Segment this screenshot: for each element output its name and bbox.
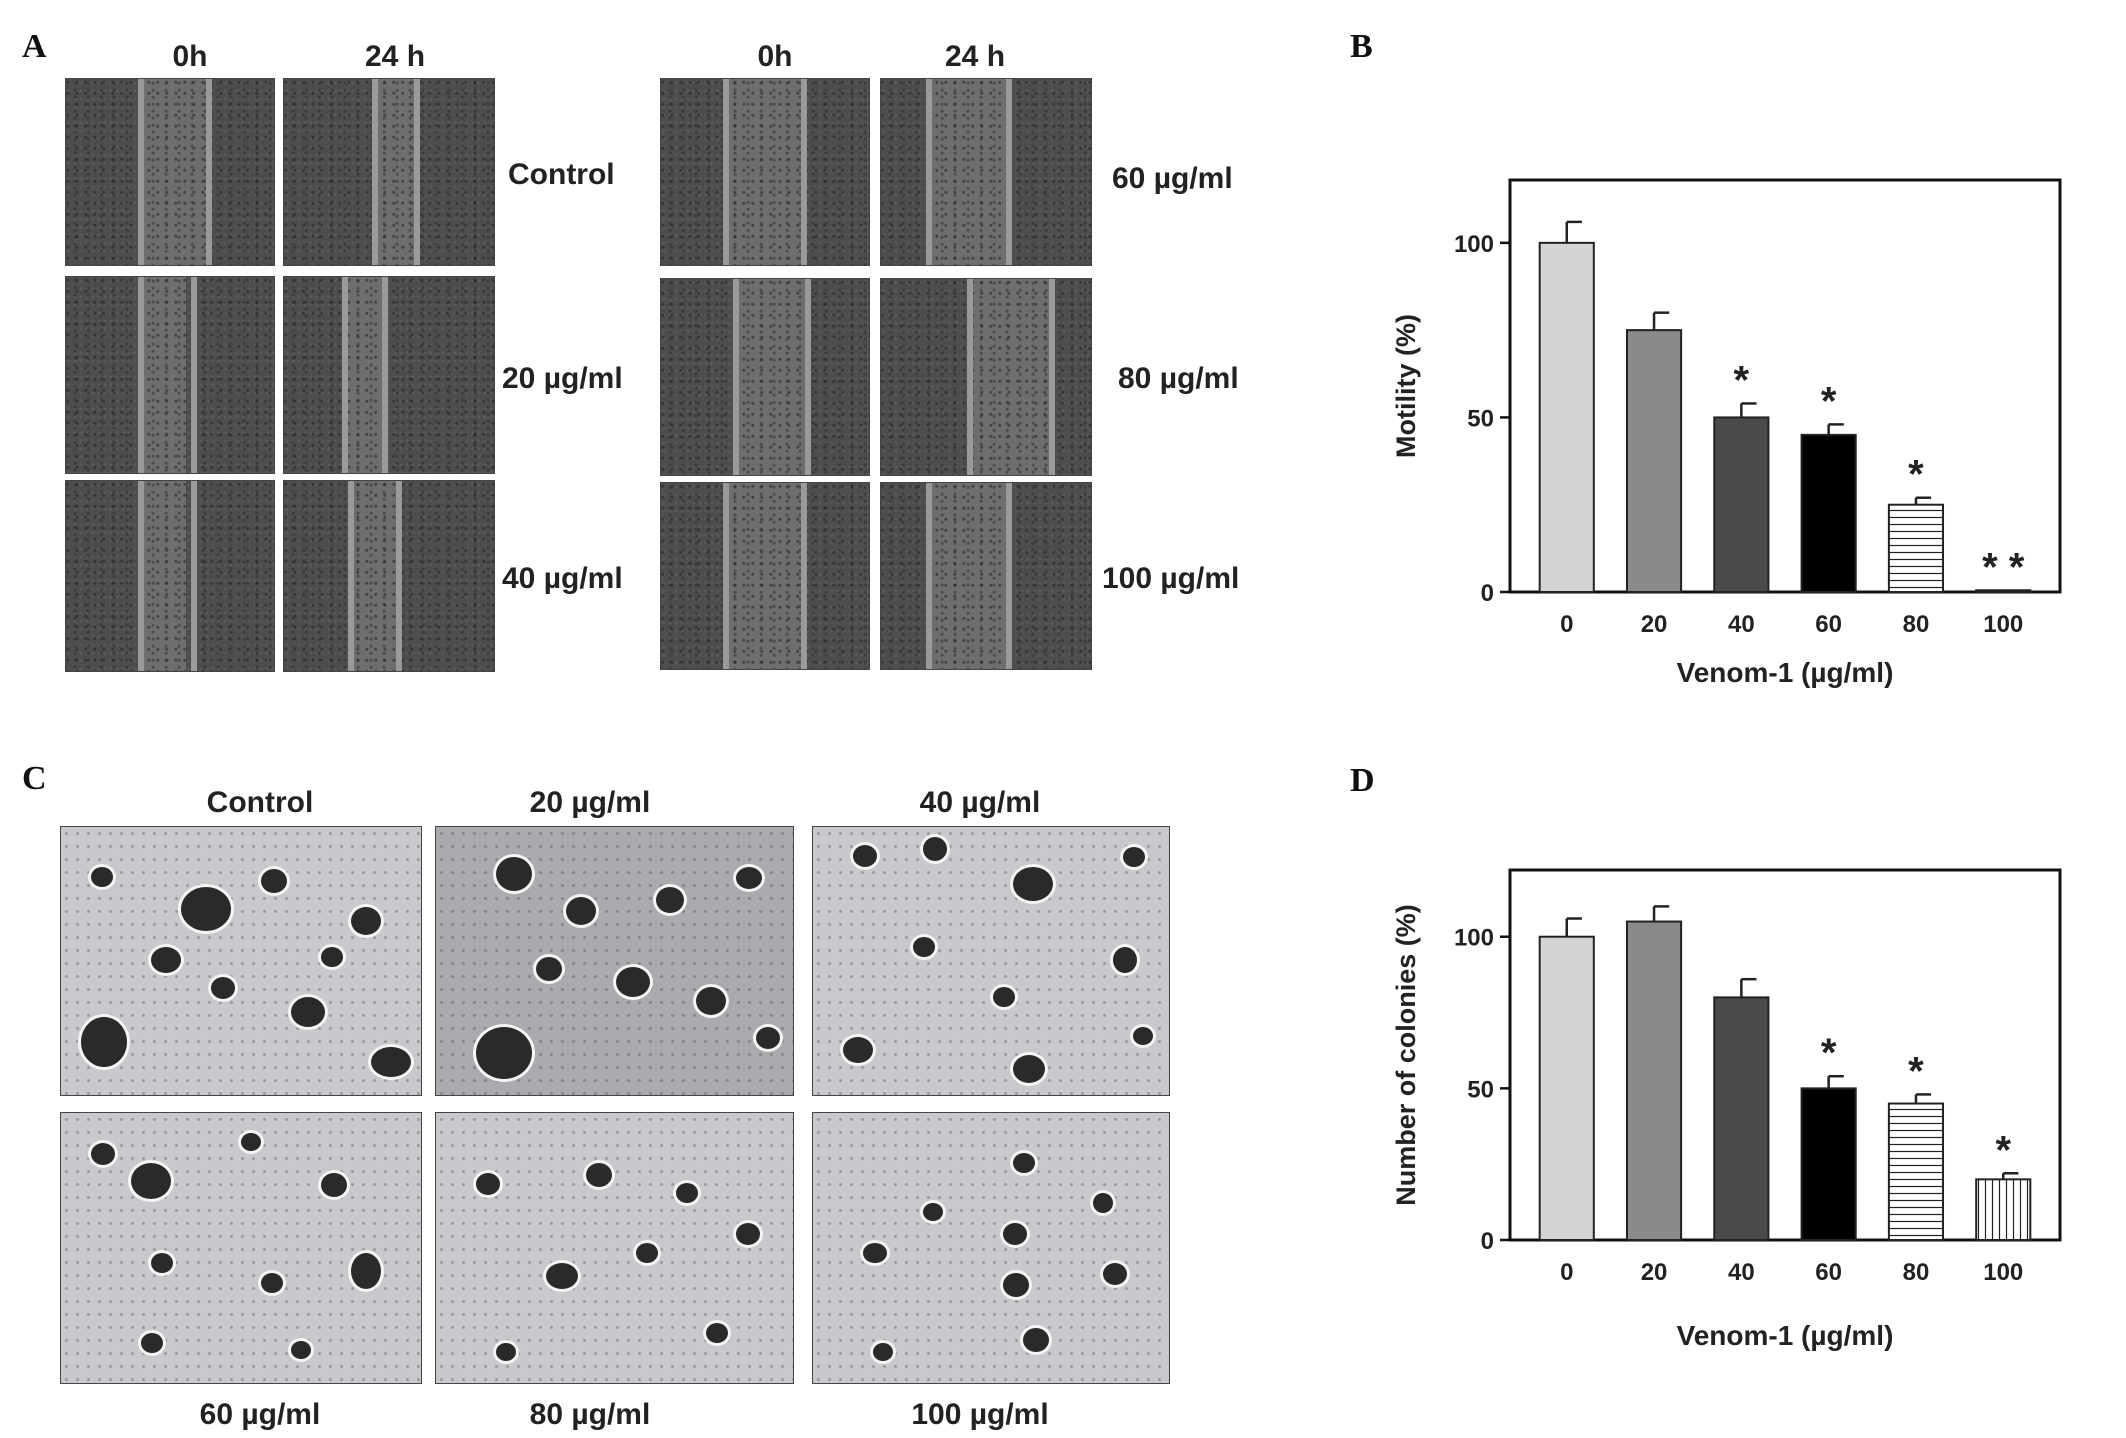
scratch-image-60-0h bbox=[660, 78, 870, 266]
y-tick-label: 100 bbox=[1454, 925, 1494, 952]
scratch-image-60-24h bbox=[880, 78, 1092, 266]
row-label-20: 20 µg/ml bbox=[502, 362, 623, 395]
significance-100: * bbox=[1995, 1128, 2011, 1172]
colony-label-100: 100 µg/ml bbox=[911, 1398, 1049, 1431]
colonies-bar-chart: 0 50 100 0 20 40 * 60 * 80 * 100 Venom-1 (µg/ml) Numb… bbox=[1391, 868, 2062, 1351]
x-tick-label: 80 bbox=[1903, 1259, 1930, 1286]
motility-bar-chart: 0 50 100 0 20 * 40 * 60 * 80 * * 100 Venom-1 (µg/ml) M… bbox=[1391, 178, 2062, 688]
scratch-image-100-24h bbox=[880, 482, 1092, 670]
x-tick-label: 0 bbox=[1560, 611, 1573, 638]
x-tick-label: 0 bbox=[1560, 1259, 1573, 1286]
col-head-0h-right: 0h bbox=[757, 40, 793, 73]
colony-image-20 bbox=[435, 826, 794, 1096]
scratch-image-20-24h bbox=[283, 276, 495, 474]
colony-label-60: 60 µg/ml bbox=[199, 1398, 321, 1431]
y-tick-label: 50 bbox=[1467, 1076, 1494, 1103]
x-tick-label: 20 bbox=[1641, 611, 1668, 638]
scratch-image-control-0h bbox=[65, 78, 275, 266]
x-axis-label: Venom-1 (µg/ml) bbox=[1677, 657, 1894, 688]
x-tick-label: 40 bbox=[1728, 1259, 1755, 1286]
colony-label-80: 80 µg/ml bbox=[529, 1398, 651, 1431]
y-axis-label: Number of colonies (%) bbox=[1391, 904, 1421, 1206]
bar-80 bbox=[1887, 1102, 1945, 1241]
bar-20 bbox=[1625, 329, 1683, 593]
col-head-0h-left: 0h bbox=[172, 40, 208, 73]
bar-100 bbox=[1975, 1178, 2032, 1242]
bar-0 bbox=[1538, 241, 1595, 594]
panel-letter-a: A bbox=[22, 28, 47, 65]
bar-40 bbox=[1713, 996, 1770, 1241]
y-tick-label: 0 bbox=[1481, 580, 1494, 607]
plot-frame bbox=[1508, 868, 2062, 1242]
panel-letter-c: C bbox=[22, 760, 47, 797]
scratch-image-40-24h bbox=[283, 480, 495, 672]
y-axis-label: Motility (%) bbox=[1391, 314, 1421, 458]
bar-60 bbox=[1800, 433, 1857, 593]
x-axis-label: Venom-1 (µg/ml) bbox=[1677, 1320, 1894, 1351]
colony-label-40: 40 µg/ml bbox=[919, 786, 1041, 819]
colony-image-40 bbox=[812, 826, 1170, 1096]
bar-0 bbox=[1538, 935, 1595, 1241]
plot-frame bbox=[1508, 178, 2062, 594]
significance-80: * bbox=[1908, 453, 1924, 497]
significance-100: * * bbox=[1982, 545, 2025, 589]
x-tick-label: 80 bbox=[1903, 611, 1930, 638]
x-tick-label: 100 bbox=[1983, 611, 2023, 638]
row-label-80: 80 µg/ml bbox=[1118, 362, 1239, 395]
colony-image-100 bbox=[812, 1112, 1170, 1384]
scratch-image-20-0h bbox=[65, 276, 275, 474]
significance-40: * bbox=[1734, 358, 1750, 402]
y-tick-label: 0 bbox=[1481, 1228, 1494, 1255]
colony-image-60 bbox=[60, 1112, 422, 1384]
row-label-100: 100 µg/ml bbox=[1102, 562, 1240, 595]
y-tick-label: 50 bbox=[1467, 405, 1494, 432]
significance-60: * bbox=[1821, 379, 1837, 423]
scratch-image-100-0h bbox=[660, 482, 870, 670]
x-tick-label: 100 bbox=[1983, 1259, 2023, 1286]
scratch-image-40-0h bbox=[65, 480, 275, 672]
scratch-image-80-24h bbox=[880, 278, 1092, 476]
panel-letter-d: D bbox=[1350, 762, 1375, 799]
bar-60 bbox=[1800, 1087, 1857, 1241]
panel-letter-b: B bbox=[1350, 28, 1373, 65]
bar-80 bbox=[1887, 503, 1945, 593]
scratch-image-80-0h bbox=[660, 278, 870, 476]
colony-image-control bbox=[60, 826, 422, 1096]
col-head-24h-left: 24 h bbox=[364, 40, 426, 73]
col-head-24h-right: 24 h bbox=[944, 40, 1006, 73]
x-tick-label: 40 bbox=[1728, 611, 1755, 638]
bar-100 bbox=[1975, 589, 2032, 594]
row-label-40: 40 µg/ml bbox=[502, 562, 623, 595]
significance-60: * bbox=[1821, 1031, 1837, 1075]
colony-label-20: 20 µg/ml bbox=[529, 786, 651, 819]
scratch-image-control-24h bbox=[283, 78, 495, 266]
x-tick-label: 60 bbox=[1815, 611, 1842, 638]
y-tick-label: 100 bbox=[1454, 231, 1494, 258]
colony-label-control: Control bbox=[206, 786, 314, 819]
x-tick-label: 60 bbox=[1815, 1259, 1842, 1286]
row-label-control: Control bbox=[508, 158, 615, 191]
colony-image-80 bbox=[435, 1112, 794, 1384]
row-label-60: 60 µg/ml bbox=[1112, 162, 1233, 195]
bar-40 bbox=[1713, 416, 1770, 594]
bar-20 bbox=[1625, 920, 1683, 1242]
x-tick-label: 20 bbox=[1641, 1259, 1668, 1286]
significance-80: * bbox=[1908, 1049, 1924, 1093]
